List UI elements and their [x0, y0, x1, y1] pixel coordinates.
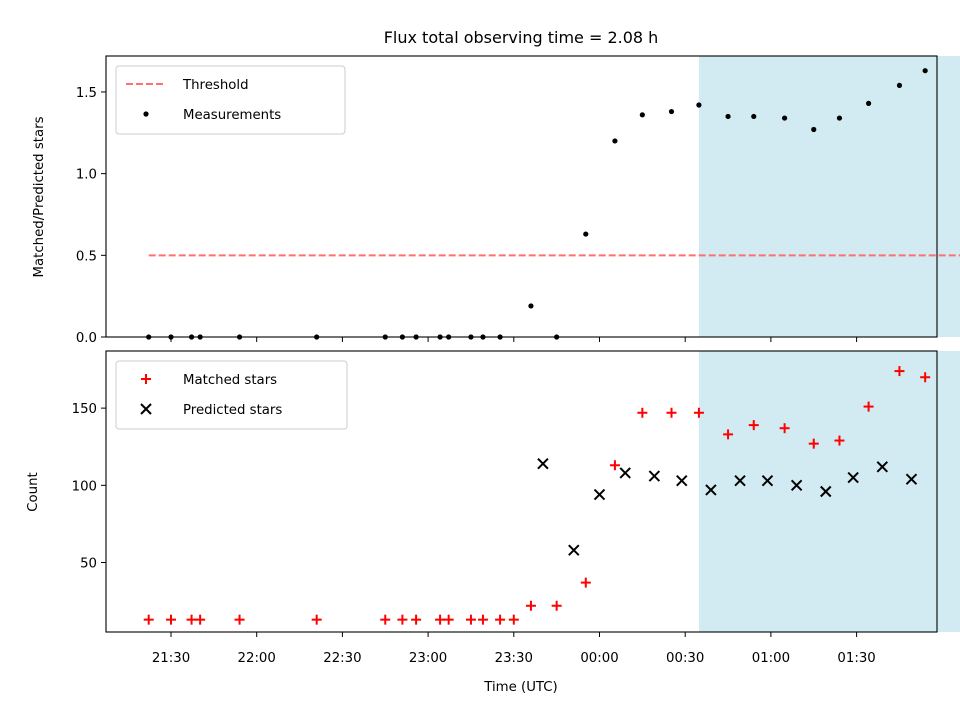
- predicted-stars-point: [876, 461, 889, 473]
- measurement-point: [668, 108, 675, 115]
- y-tick-label: 0.5: [76, 249, 97, 264]
- measurement-point: [528, 303, 534, 309]
- predicted-stars-point: [593, 488, 606, 501]
- matched-stars-point: [808, 438, 819, 449]
- x-tick-label: 22:30: [323, 651, 361, 666]
- predicted-stars-point: [761, 474, 774, 487]
- x-tick-label: 22:00: [238, 651, 276, 666]
- matched-stars-point: [551, 600, 562, 611]
- top-y-axis-label: Matched/Predicted stars: [32, 116, 47, 277]
- predicted-stars-point: [734, 474, 746, 487]
- matched-stars-point: [834, 435, 845, 446]
- predicted-stars-point: [790, 479, 803, 492]
- x-tick-label: 21:30: [152, 651, 190, 666]
- matched-stars-point: [637, 407, 648, 418]
- matched-stars-point: [495, 614, 506, 625]
- matched-stars-point: [380, 614, 391, 625]
- observing-window-shade: [698, 56, 960, 337]
- y-tick-label: 1.0: [76, 168, 97, 183]
- legend: Matched stars Predicted stars: [115, 360, 348, 430]
- matched-stars-point: [195, 614, 206, 625]
- predicted-stars-point: [619, 467, 631, 479]
- x-tick-label: 01:00: [752, 651, 790, 666]
- matched-stars-point: [311, 614, 322, 625]
- star-count-panel: 50 100 150 21:30 22:00 22:30 23:00 23:30 00:00 00…: [72, 350, 960, 666]
- matched-stars-point: [894, 366, 905, 377]
- matched-stars-point: [525, 600, 536, 611]
- axes-frame: [105, 55, 938, 338]
- matched-stars-point: [465, 614, 476, 625]
- x-tick-label: 00:30: [666, 651, 704, 666]
- legend-label: Matched stars: [183, 373, 277, 388]
- legend: Threshold Measurements: [115, 65, 346, 135]
- matched-stars-point: [234, 614, 245, 625]
- observing-window-shade: [698, 351, 960, 632]
- matched-stars-point: [666, 407, 677, 418]
- predicted-stars-point: [847, 471, 859, 484]
- legend-label: Threshold: [182, 78, 249, 93]
- matched-stars-point: [920, 372, 931, 383]
- measurement-point: [836, 115, 843, 121]
- x-axis-label: Time (UTC): [483, 680, 558, 695]
- measurement-point: [811, 126, 817, 133]
- matched-stars-point: [186, 614, 197, 625]
- measurement-point: [865, 100, 872, 106]
- measurement-point: [583, 231, 589, 237]
- matched-stars-point: [143, 614, 154, 625]
- matched-stars-point: [435, 614, 446, 625]
- flux-ratio-panel: 0.0 0.5 1.0 1.5 Threshold Measurements: [76, 55, 960, 346]
- chart-title: Flux total observing time = 2.08 h: [384, 28, 659, 47]
- legend-label: Predicted stars: [183, 403, 282, 418]
- measurement-point: [639, 112, 645, 118]
- y-tick-label: 100: [72, 479, 97, 494]
- legend-measurement-swatch: [143, 111, 149, 117]
- matched-stars-point: [693, 407, 704, 418]
- measurement-point: [725, 113, 731, 120]
- measurement-point: [751, 113, 757, 120]
- matched-stars-point: [863, 401, 874, 412]
- legend-box: [115, 65, 346, 135]
- x-tick-label: 23:30: [495, 651, 533, 666]
- x-tick-label: 23:00: [409, 651, 447, 666]
- matched-stars-point: [411, 614, 422, 625]
- matched-stars-point: [609, 460, 620, 471]
- axes-frame: [105, 350, 938, 633]
- y-tick-label: 0.0: [76, 331, 97, 346]
- matched-stars-point: [580, 577, 591, 588]
- legend-box: [115, 360, 348, 430]
- predicted-stars-point: [537, 458, 549, 470]
- bottom-y-axis-label: Count: [26, 472, 41, 512]
- matched-stars-point: [166, 614, 176, 625]
- measurement-point: [612, 138, 618, 144]
- x-tick-label: 00:00: [580, 651, 618, 666]
- predicted-stars-point: [568, 544, 580, 556]
- y-tick-label: 150: [72, 402, 97, 417]
- y-tick-label: 50: [80, 557, 97, 572]
- matched-stars-point: [508, 614, 519, 625]
- measurement-point: [922, 68, 928, 74]
- predicted-stars-point: [820, 485, 832, 498]
- predicted-stars-point: [648, 470, 661, 482]
- matched-stars-point: [748, 420, 759, 431]
- predicted-stars-point: [905, 473, 918, 485]
- matched-stars-point: [779, 423, 790, 434]
- measurement-point: [782, 115, 788, 121]
- x-tick-label: 01:30: [837, 651, 875, 666]
- matched-stars-point: [723, 429, 734, 440]
- measurement-point: [896, 82, 903, 89]
- matched-stars-point: [443, 614, 454, 625]
- y-tick-label: 1.5: [76, 86, 97, 101]
- matched-stars-point: [477, 614, 488, 625]
- legend-label: Measurements: [183, 108, 281, 123]
- predicted-stars-point: [705, 484, 717, 496]
- measurement-point: [696, 102, 702, 108]
- predicted-stars-point: [676, 474, 688, 487]
- matched-stars-point: [397, 614, 408, 625]
